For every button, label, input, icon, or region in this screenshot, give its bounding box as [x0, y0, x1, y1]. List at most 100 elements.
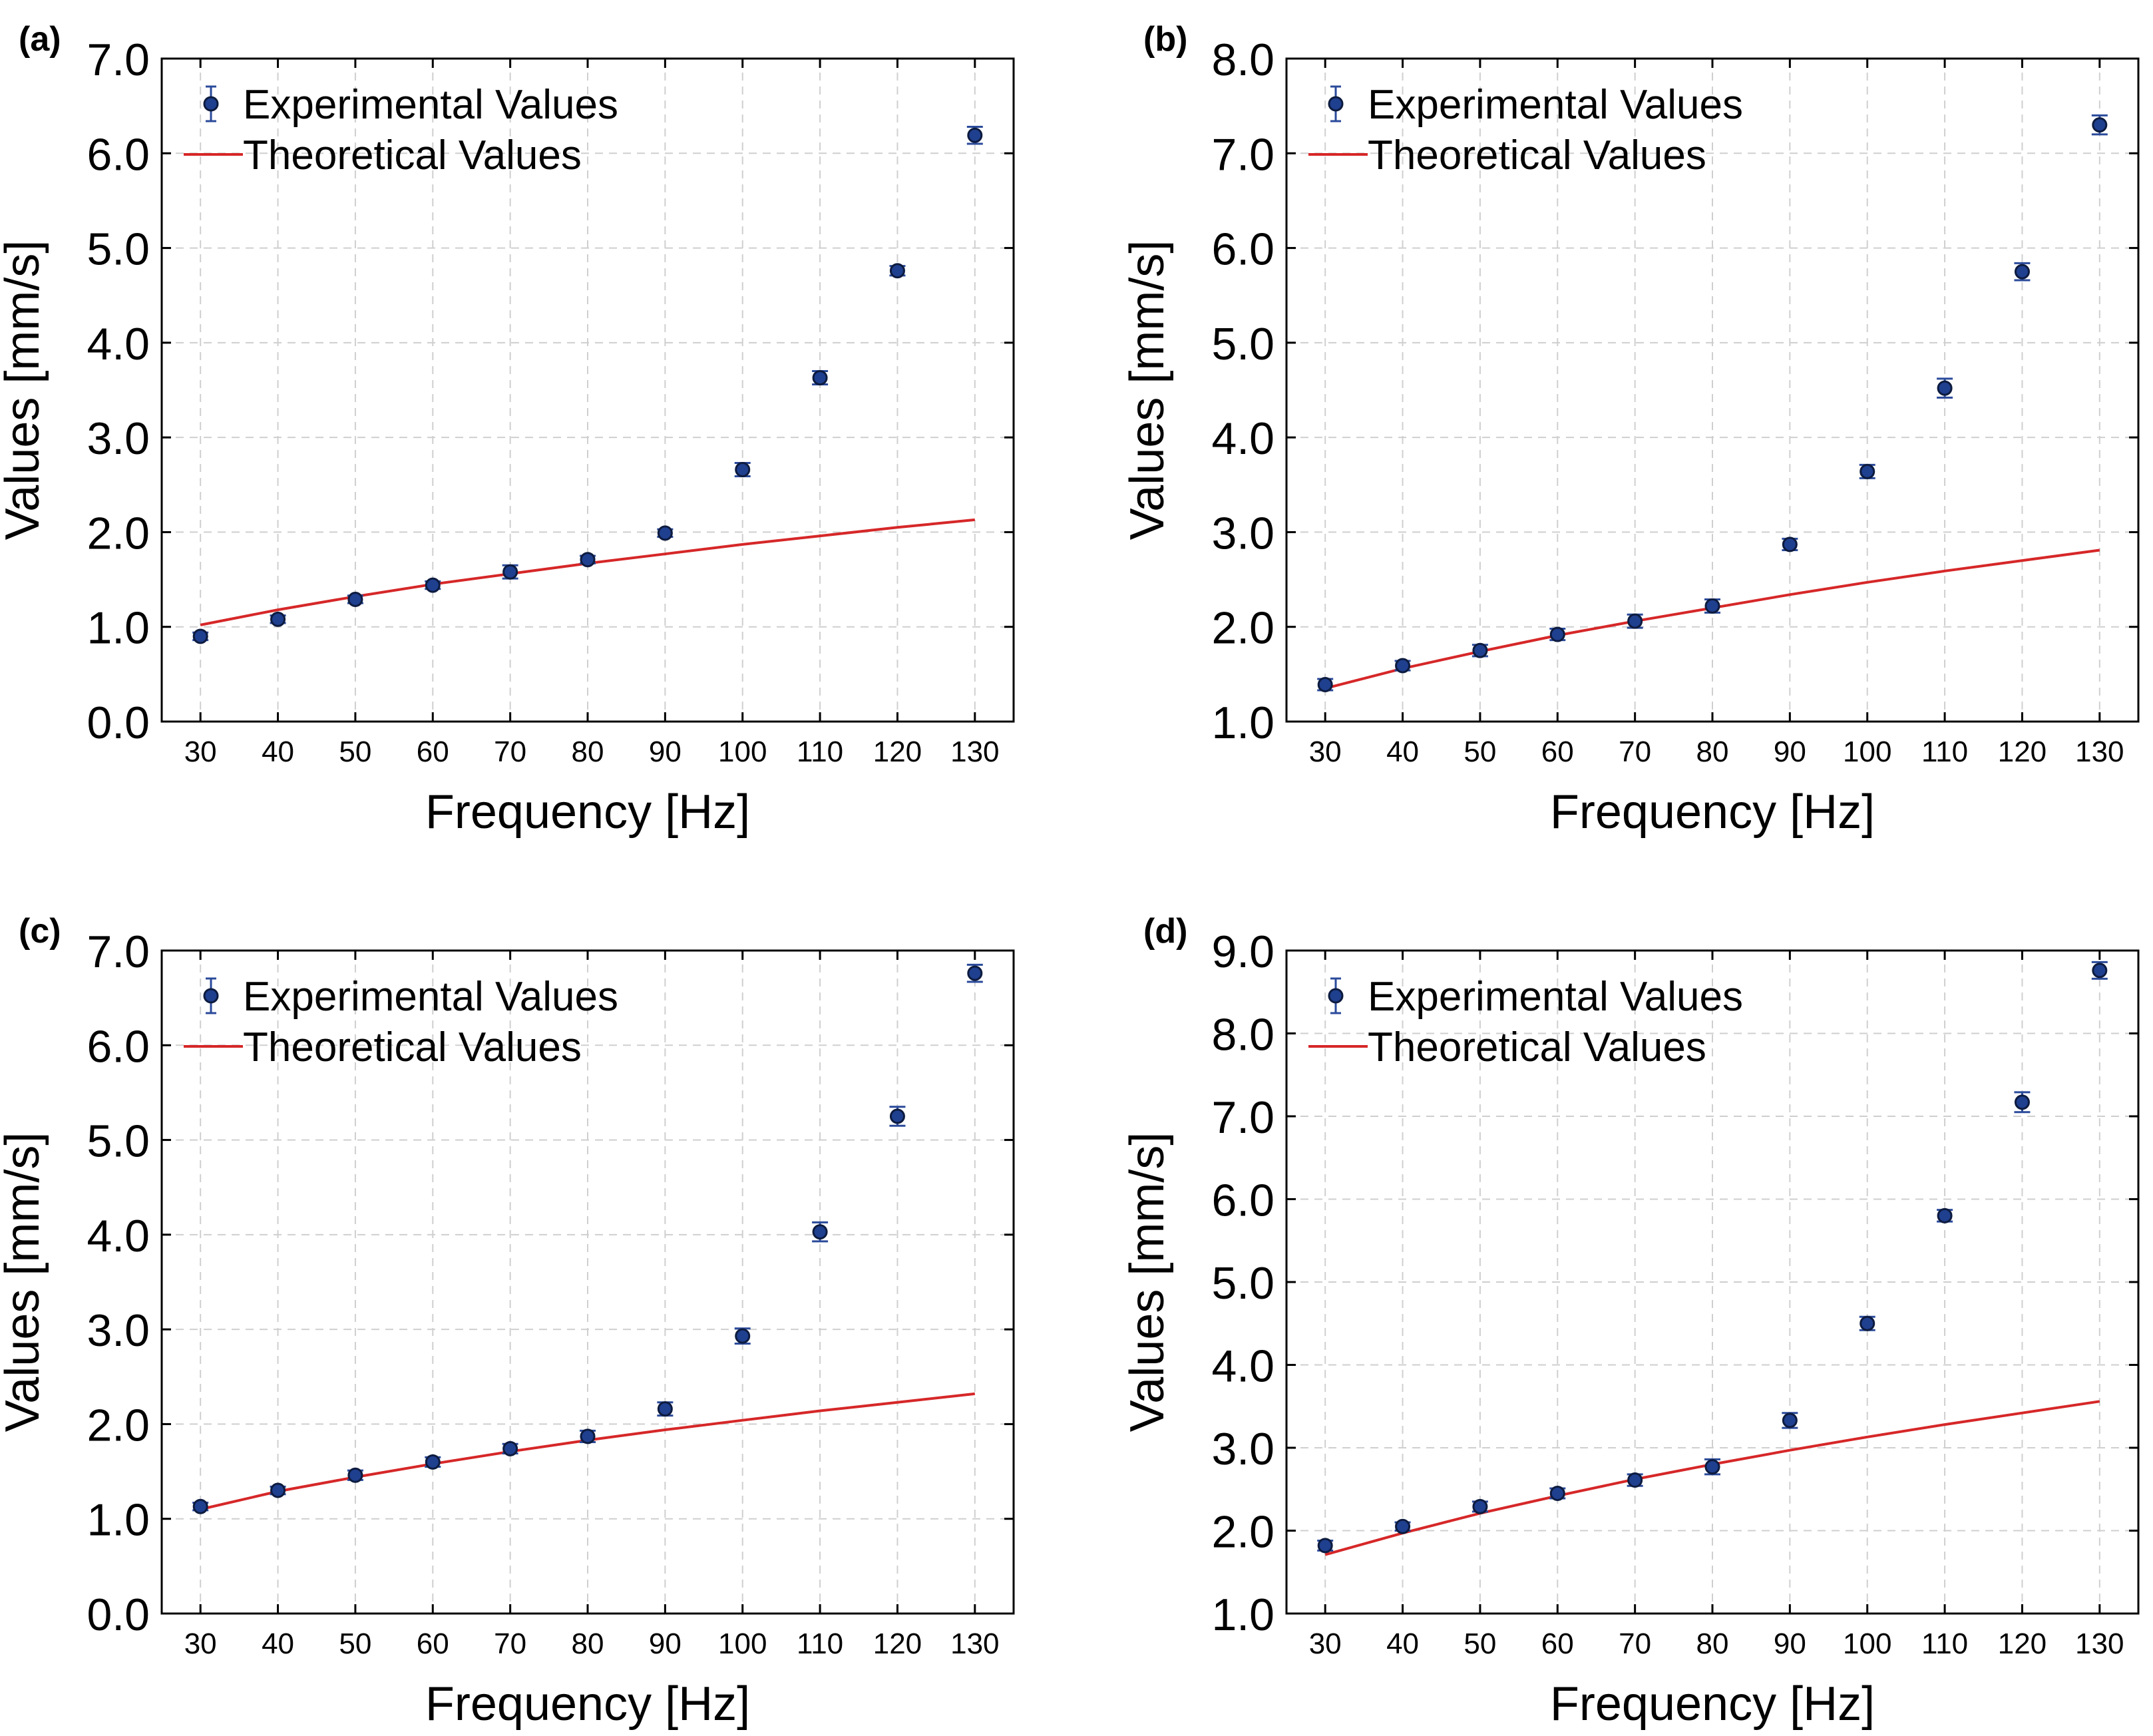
data-marker [1937, 380, 1953, 396]
experimental-point [1937, 1207, 1953, 1223]
x-tick-label: 30 [184, 736, 217, 768]
x-tick-label: 130 [950, 1628, 999, 1660]
x-tick-label: 60 [1541, 1628, 1574, 1660]
x-tick-label: 30 [1309, 1628, 1342, 1660]
panel-label: (b) [1143, 20, 1187, 59]
data-marker [1549, 626, 1565, 642]
experimental-point [425, 1454, 441, 1470]
experimental-point [1627, 613, 1643, 629]
x-tick-label: 90 [1774, 1628, 1806, 1660]
experimental-point [657, 525, 674, 541]
x-tick-label: 130 [950, 736, 999, 768]
experimental-point [1859, 1315, 1875, 1331]
y-axis-label: Values [mm/s] [0, 1132, 49, 1432]
experimental-point [1471, 642, 1488, 658]
chart-panel-c: 30 40 50 60 70 80 90 100 110 120 130 0.0 1.0 2.0 3.0 4.… [0, 912, 1015, 1731]
x-tick-label: 80 [1696, 1628, 1729, 1660]
y-tick-label: 5.0 [87, 224, 150, 275]
experimental-point [1704, 1458, 1720, 1476]
x-axis-label: Frequency [Hz] [1550, 1677, 1875, 1731]
experimental-point [1859, 463, 1875, 479]
data-marker [1937, 1207, 1953, 1223]
experimental-point [812, 370, 829, 386]
x-tick-label: 50 [339, 1628, 371, 1660]
data-marker [735, 1328, 751, 1344]
data-marker [2014, 1094, 2030, 1110]
legend-label: Experimental Values [1368, 82, 1743, 128]
x-tick-label: 120 [873, 736, 922, 768]
legend-marker-icon [1328, 96, 1344, 112]
y-tick-label: 6.0 [1211, 1176, 1274, 1226]
y-tick-label: 8.0 [1211, 1010, 1274, 1060]
data-marker [270, 1482, 286, 1498]
x-tick-label: 40 [1386, 1628, 1419, 1660]
y-axis-label: Values [mm/s] [0, 240, 49, 541]
experimental-point [1317, 1538, 1334, 1554]
x-tick-label: 120 [873, 1628, 922, 1660]
y-tick-label: 8.0 [1211, 35, 1274, 85]
data-marker [425, 1454, 441, 1470]
data-marker [1859, 1315, 1875, 1331]
x-tick-label: 110 [1921, 1628, 1968, 1660]
data-marker [812, 1224, 828, 1240]
data-marker [1395, 658, 1411, 674]
experimental-point [1471, 1498, 1488, 1514]
y-tick-label: 3.0 [1211, 1424, 1274, 1474]
legend-marker-icon [1328, 988, 1344, 1004]
experimental-point [889, 263, 906, 279]
y-tick-label: 3.0 [87, 413, 150, 464]
x-tick-label: 40 [262, 1628, 294, 1660]
x-tick-label: 80 [572, 736, 604, 768]
data-marker [889, 1108, 905, 1124]
y-tick-label: 6.0 [87, 1021, 150, 1072]
x-tick-label: 50 [339, 736, 371, 768]
x-tick-label: 50 [1464, 736, 1496, 768]
experimental-point [1549, 1485, 1566, 1501]
data-marker [657, 1401, 673, 1417]
data-marker [502, 564, 518, 580]
panel-label: (a) [19, 20, 61, 59]
experimental-point [1782, 1412, 1798, 1429]
y-tick-label: 6.0 [1211, 224, 1274, 275]
y-tick-label: 2.0 [87, 1400, 150, 1450]
y-tick-label: 3.0 [1211, 508, 1274, 558]
x-tick-label: 30 [184, 1628, 217, 1660]
data-marker [192, 1498, 208, 1514]
x-tick-label: 40 [1386, 736, 1419, 768]
legend-label: Experimental Values [243, 82, 618, 128]
data-marker [1704, 598, 1720, 614]
experimental-point [192, 628, 209, 644]
theoretical-values-line [200, 1392, 976, 1511]
legend-label: Theoretical Values [243, 1024, 582, 1070]
experimental-point [425, 577, 441, 593]
y-tick-label: 7.0 [1211, 1092, 1274, 1143]
panel-label: (d) [1143, 912, 1187, 951]
experimental-point [966, 125, 983, 145]
data-marker [192, 628, 208, 644]
legend-label: Theoretical Values [1368, 1024, 1706, 1070]
y-tick-label: 9.0 [1211, 927, 1274, 977]
experimental-point [966, 963, 983, 983]
data-marker [580, 552, 596, 568]
data-marker [889, 263, 905, 279]
data-marker [812, 370, 828, 386]
x-tick-label: 100 [718, 1628, 767, 1660]
x-tick-label: 80 [1696, 736, 1729, 768]
experimental-point [580, 552, 596, 568]
legend-marker-icon [203, 988, 219, 1004]
data-marker [1395, 1518, 1411, 1534]
y-tick-label: 4.0 [1211, 413, 1274, 464]
y-tick-label: 0.0 [87, 1590, 150, 1640]
data-marker [657, 525, 673, 541]
y-tick-label: 7.0 [87, 35, 150, 85]
data-marker [967, 965, 983, 981]
experimental-point [1549, 626, 1566, 642]
experimental-point [734, 1327, 751, 1345]
x-tick-label: 100 [718, 736, 767, 768]
data-marker [2092, 963, 2108, 978]
data-marker [1317, 1538, 1333, 1554]
experimental-point [2014, 1091, 2031, 1114]
